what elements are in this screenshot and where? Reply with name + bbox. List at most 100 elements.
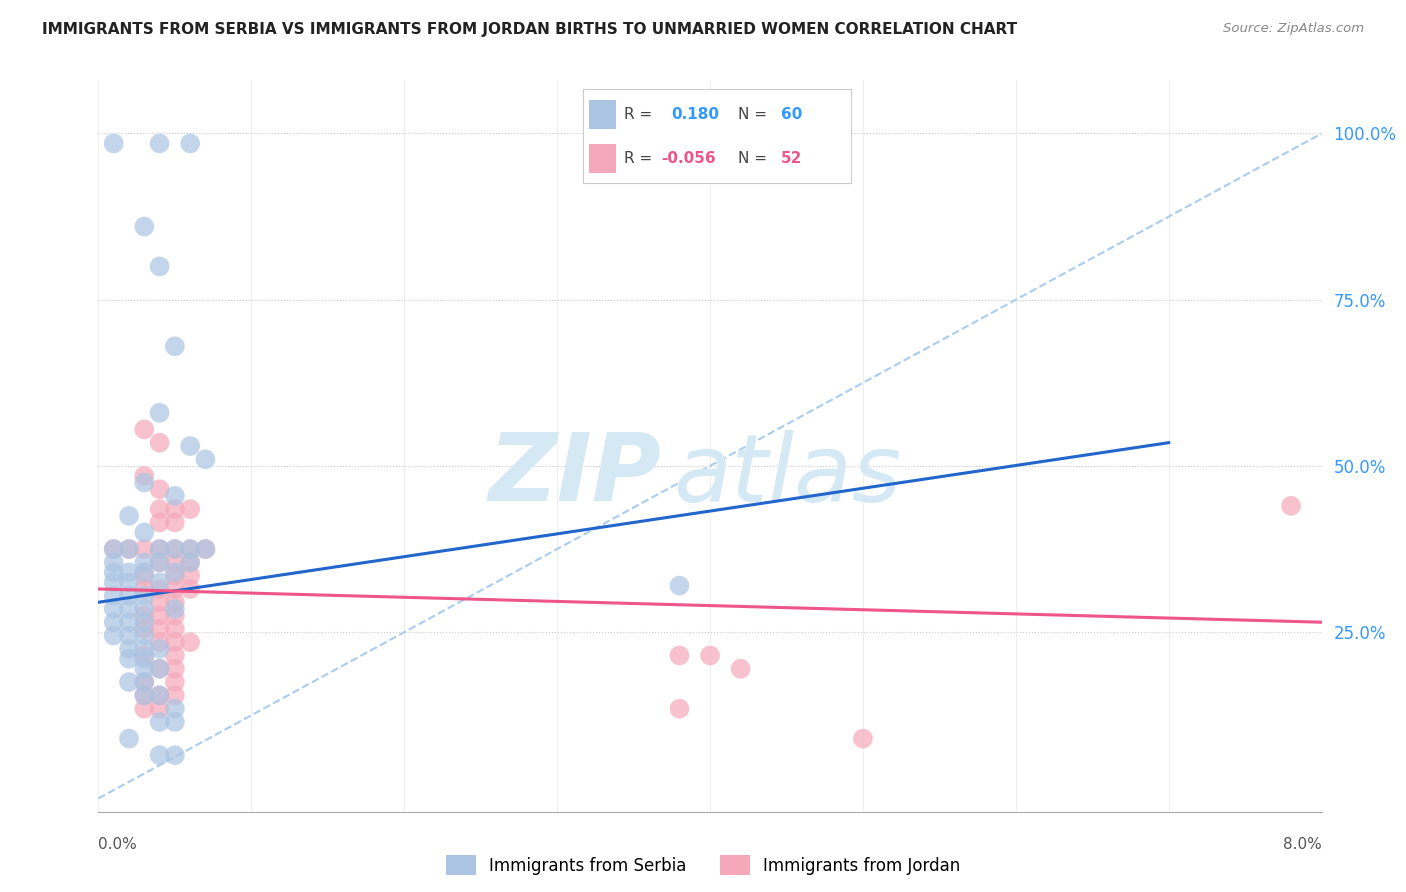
Bar [589,144,616,173]
Text: Source: ZipAtlas.com: Source: ZipAtlas.com [1223,22,1364,36]
Text: ZIP: ZIP [488,429,661,521]
Point [118,628,141,642]
Y-axis label: Births to Unmarried Women: Births to Unmarried Women [0,330,8,562]
Point [163,675,186,690]
Point [134,219,156,234]
Point [149,701,172,715]
Point [163,595,186,609]
Point [149,662,172,676]
Point [149,482,172,496]
Point [149,714,172,729]
Point [163,542,186,557]
Point [194,452,217,467]
Point [163,635,186,649]
Point [103,542,125,557]
Point [118,641,141,656]
Point [134,675,156,690]
Point [134,589,156,603]
Point [149,260,172,274]
Point [134,662,156,676]
Point [1279,499,1302,513]
Point [149,502,172,516]
Point [179,568,201,582]
Point [149,575,172,590]
Point [103,555,125,569]
Point [149,516,172,530]
Point [179,136,201,151]
Point [194,542,217,557]
Point [163,662,186,676]
Point [179,635,201,649]
Point [699,648,721,663]
Point [149,406,172,420]
Point [163,489,186,503]
Text: R =: R = [624,107,652,122]
Point [179,542,201,557]
Text: R =: R = [624,151,652,166]
Text: -0.056: -0.056 [661,151,716,166]
Point [118,652,141,666]
Point [149,641,172,656]
Point [163,566,186,580]
Point [163,542,186,557]
Point [103,575,125,590]
Point [103,566,125,580]
Text: 60: 60 [782,107,803,122]
Point [118,508,141,523]
Point [118,675,141,690]
Point [194,542,217,557]
Point [118,602,141,616]
Point [163,516,186,530]
Point [149,555,172,569]
Point [134,701,156,715]
Point [134,641,156,656]
Point [134,615,156,630]
Point [134,608,156,623]
Point [163,701,186,715]
Point [134,422,156,436]
Point [134,652,156,666]
Point [163,339,186,353]
Point [668,648,690,663]
Point [118,589,141,603]
Text: N =: N = [738,107,768,122]
Point [852,731,875,746]
Point [118,615,141,630]
Text: IMMIGRANTS FROM SERBIA VS IMMIGRANTS FROM JORDAN BIRTHS TO UNMARRIED WOMEN CORRE: IMMIGRANTS FROM SERBIA VS IMMIGRANTS FRO… [42,22,1018,37]
Point [163,622,186,636]
Point [163,582,186,596]
Point [149,635,172,649]
Point [134,602,156,616]
Point [118,542,141,557]
Point [149,595,172,609]
Point [179,555,201,569]
Point [163,648,186,663]
Point [149,542,172,557]
Point [179,555,201,569]
Point [149,555,172,569]
Text: 8.0%: 8.0% [1282,837,1322,852]
Point [149,608,172,623]
Bar [589,100,616,129]
Point [163,555,186,569]
Point [163,602,186,616]
Point [134,542,156,557]
Point [163,714,186,729]
Point [134,568,156,582]
Point [163,748,186,763]
Point [134,689,156,703]
Point [149,542,172,557]
Point [103,542,125,557]
Point [149,435,172,450]
Point [118,731,141,746]
Point [668,579,690,593]
Point [134,675,156,690]
Text: N =: N = [738,151,768,166]
Point [134,628,156,642]
Point [149,136,172,151]
Point [134,566,156,580]
Legend: Immigrants from Serbia, Immigrants from Jordan: Immigrants from Serbia, Immigrants from … [446,855,960,875]
Point [149,582,172,596]
Text: atlas: atlas [673,430,901,521]
Point [179,542,201,557]
